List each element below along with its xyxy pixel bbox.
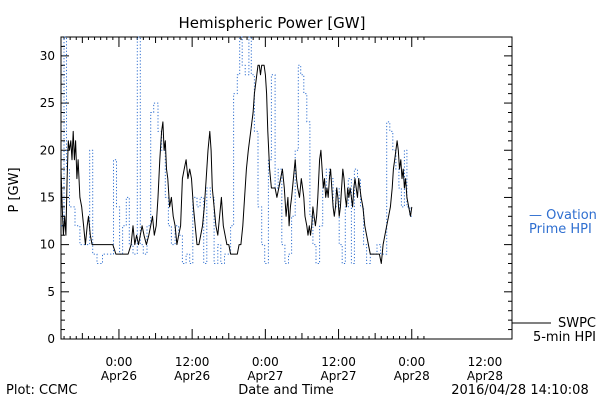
x-tick-date-label: Apr27: [321, 369, 357, 383]
y-tick-label: 30: [40, 49, 55, 63]
y-tick-label: 10: [40, 238, 55, 252]
y-axis: 0 5 10 15 20 25 30: [40, 36, 512, 346]
x-tick-time-label: 12:00: [175, 355, 210, 369]
x-tick-time-label: 0:00: [252, 355, 279, 369]
chart-title: Hemispheric Power [GW]: [179, 14, 366, 32]
y-tick-label: 5: [47, 285, 55, 299]
plot-frame: [60, 36, 513, 340]
plot-credit: Plot: CCMC: [6, 383, 77, 398]
legend-ovation-line1: — Ovation: [529, 208, 597, 223]
x-tick-date-label: Apr28: [394, 369, 430, 383]
x-tick-time-label: 0:00: [105, 355, 132, 369]
x-tick-date-label: Apr26: [101, 369, 137, 383]
legend-swpc-line1: SWPC: [558, 316, 596, 331]
y-tick-label: 15: [40, 190, 55, 204]
series-layer: [60, 36, 413, 264]
y-axis-label: P [GW]: [7, 167, 22, 212]
legend-ovation-line2: Prime HPI: [529, 222, 592, 237]
x-tick-date-label: Apr26: [174, 369, 210, 383]
y-tick-label: 20: [40, 143, 55, 157]
x-tick-time-label: 0:00: [398, 355, 425, 369]
series-ovation-line: [61, 36, 412, 264]
y-tick-label: 25: [40, 96, 55, 110]
x-axis-label: Date and Time: [238, 383, 334, 398]
x-tick-date-label: Apr27: [247, 369, 283, 383]
series-swpc-line: [60, 64, 413, 264]
y-tick-label: 0: [47, 332, 55, 346]
legend-swpc-line2: 5-min HPI: [533, 330, 596, 345]
x-axis: 0:00Apr2612:00Apr260:00Apr2712:00Apr270:…: [63, 37, 503, 383]
x-tick-time-label: 12:00: [468, 355, 503, 369]
plot-timestamp: 2016/04/28 14:10:08: [451, 383, 588, 398]
x-tick-time-label: 12:00: [321, 355, 356, 369]
x-tick-date-label: Apr28: [467, 369, 503, 383]
